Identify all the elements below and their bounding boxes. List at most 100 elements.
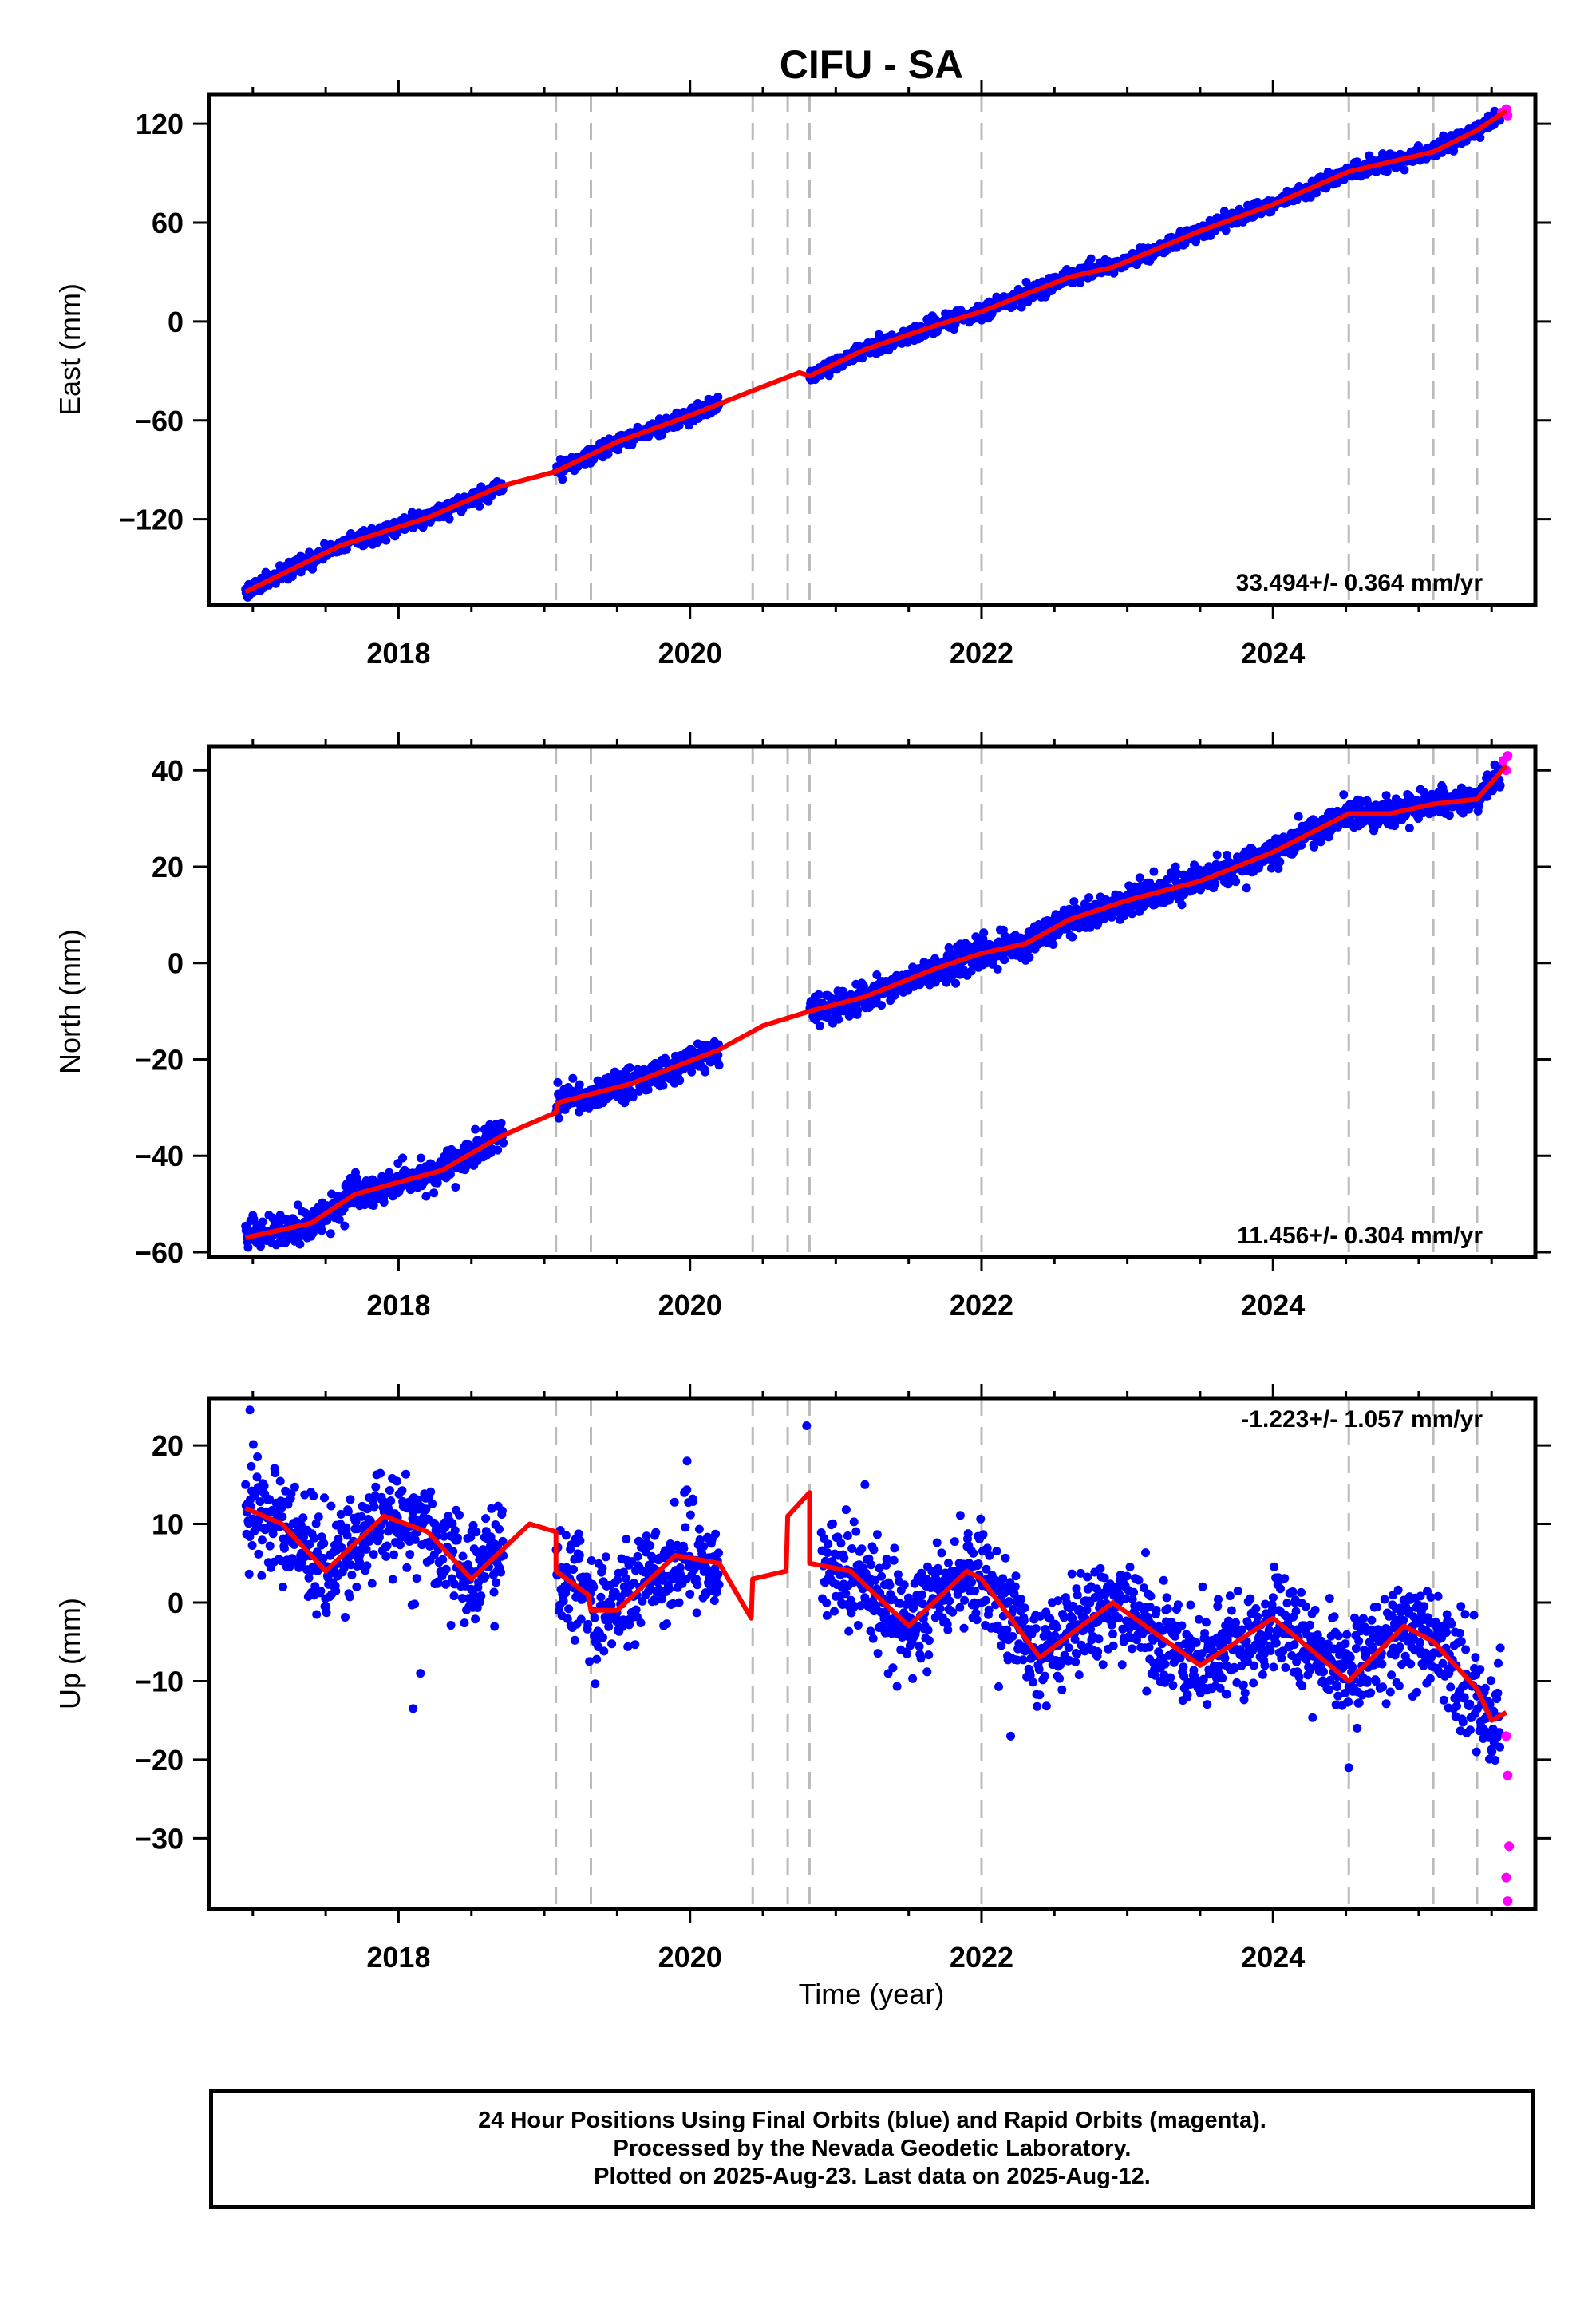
final-orbit-point (352, 1582, 361, 1591)
final-orbit-point (367, 1579, 377, 1588)
final-orbit-point (259, 1481, 269, 1491)
final-orbit-point (247, 1541, 257, 1550)
final-orbit-point (1297, 840, 1306, 850)
final-orbit-point (299, 1532, 308, 1542)
final-orbit-point (497, 1506, 507, 1516)
final-orbit-point (278, 1512, 287, 1522)
final-orbit-point (342, 1531, 352, 1540)
final-orbit-point (460, 1618, 469, 1628)
y-tick-label: 40 (152, 754, 184, 787)
final-orbit-point (393, 1476, 401, 1486)
final-orbit-point (1049, 940, 1058, 949)
final-orbit-point (675, 1076, 685, 1085)
final-orbit-point (1223, 850, 1231, 860)
final-orbit-point (379, 1198, 389, 1207)
final-orbit-point (575, 1551, 584, 1560)
final-orbit-point (271, 1468, 280, 1478)
final-orbit-point (495, 1524, 504, 1534)
final-orbit-point (576, 1614, 586, 1624)
final-orbit-point (1128, 909, 1137, 919)
final-orbit-point (244, 1569, 254, 1579)
final-orbit-point (312, 1610, 322, 1619)
final-orbit-point (625, 1063, 634, 1073)
final-orbit-point (275, 1476, 285, 1486)
final-orbit-point (478, 1545, 488, 1555)
final-orbit-point (357, 1512, 366, 1521)
final-orbit-point (481, 1514, 491, 1524)
final-orbit-point (471, 1614, 480, 1624)
final-orbit-point (279, 1543, 289, 1553)
final-orbit-point (317, 1226, 326, 1235)
final-orbit-point (401, 1469, 410, 1479)
final-orbit-point (389, 1550, 399, 1559)
final-orbit-point (314, 1512, 323, 1522)
final-orbit-point (1381, 791, 1391, 800)
final-orbit-point (426, 1487, 436, 1496)
final-orbit-point (559, 1596, 568, 1606)
rapid-orbit-point (1503, 751, 1513, 761)
final-orbit-point (257, 1571, 267, 1580)
east-y-axis-label: East (mm) (53, 283, 86, 416)
final-orbit-point (449, 1591, 459, 1601)
final-orbit-point (903, 969, 912, 978)
final-orbit-point (643, 1085, 653, 1094)
final-orbit-point (369, 1502, 379, 1512)
x-tick-label: 2018 (366, 1289, 430, 1322)
final-orbit-point (951, 978, 961, 988)
final-orbit-point (304, 1573, 314, 1583)
final-orbit-point (496, 1567, 505, 1577)
final-orbit-point (558, 475, 567, 484)
x-tick-label: 2018 (366, 637, 430, 670)
final-orbit-point (341, 1613, 350, 1622)
final-orbit-point (361, 1544, 371, 1554)
final-orbit-point (293, 1200, 302, 1210)
final-orbit-point (421, 1192, 431, 1201)
final-orbit-point (295, 1239, 305, 1249)
final-orbit-point (1404, 824, 1414, 832)
final-orbit-point (1231, 877, 1241, 887)
final-orbit-point (561, 1531, 571, 1540)
final-orbit-point (340, 1221, 350, 1231)
final-orbit-point (412, 1574, 421, 1583)
final-orbit-point (429, 1188, 439, 1198)
final-orbit-point (687, 1067, 697, 1077)
final-orbit-point (371, 1482, 381, 1492)
final-orbit-point (248, 1440, 258, 1449)
final-orbit-point (1242, 883, 1251, 893)
final-orbit-point (450, 1526, 460, 1535)
final-orbit-point (1212, 850, 1222, 860)
final-orbit-point (570, 1635, 579, 1645)
final-orbit-point (410, 1535, 420, 1544)
y-tick-label: 20 (152, 851, 184, 883)
final-orbit-point (1084, 893, 1094, 903)
final-orbit-point (343, 1507, 353, 1516)
final-orbit-point (554, 1113, 563, 1123)
final-orbit-point (575, 1080, 584, 1089)
final-orbit-point (255, 1497, 265, 1507)
final-orbit-point (480, 1572, 490, 1582)
final-orbit-point (472, 1528, 481, 1537)
final-orbit-point (498, 1536, 508, 1546)
final-orbit-point (279, 1582, 287, 1591)
final-orbit-point (285, 1562, 294, 1571)
final-orbit-point (398, 1153, 408, 1163)
final-orbit-point (410, 1599, 420, 1609)
final-orbit-point (979, 928, 989, 938)
final-orbit-point (1440, 788, 1449, 797)
y-tick-label: 0 (168, 306, 184, 338)
final-orbit-point (451, 1183, 460, 1192)
final-orbit-point (453, 1533, 462, 1543)
final-orbit-point (1177, 900, 1187, 910)
final-orbit-point (1069, 897, 1079, 907)
final-orbit-point (428, 1499, 437, 1508)
final-orbit-point (603, 449, 613, 459)
final-orbit-point (320, 1493, 329, 1503)
final-orbit-point (872, 970, 882, 979)
y-tick-label: −120 (119, 504, 184, 536)
final-orbit-point (385, 1486, 394, 1495)
final-orbit-point (405, 1550, 415, 1559)
final-orbit-point (1310, 842, 1319, 852)
final-orbit-point (386, 1496, 396, 1505)
final-orbit-point (347, 1571, 357, 1579)
